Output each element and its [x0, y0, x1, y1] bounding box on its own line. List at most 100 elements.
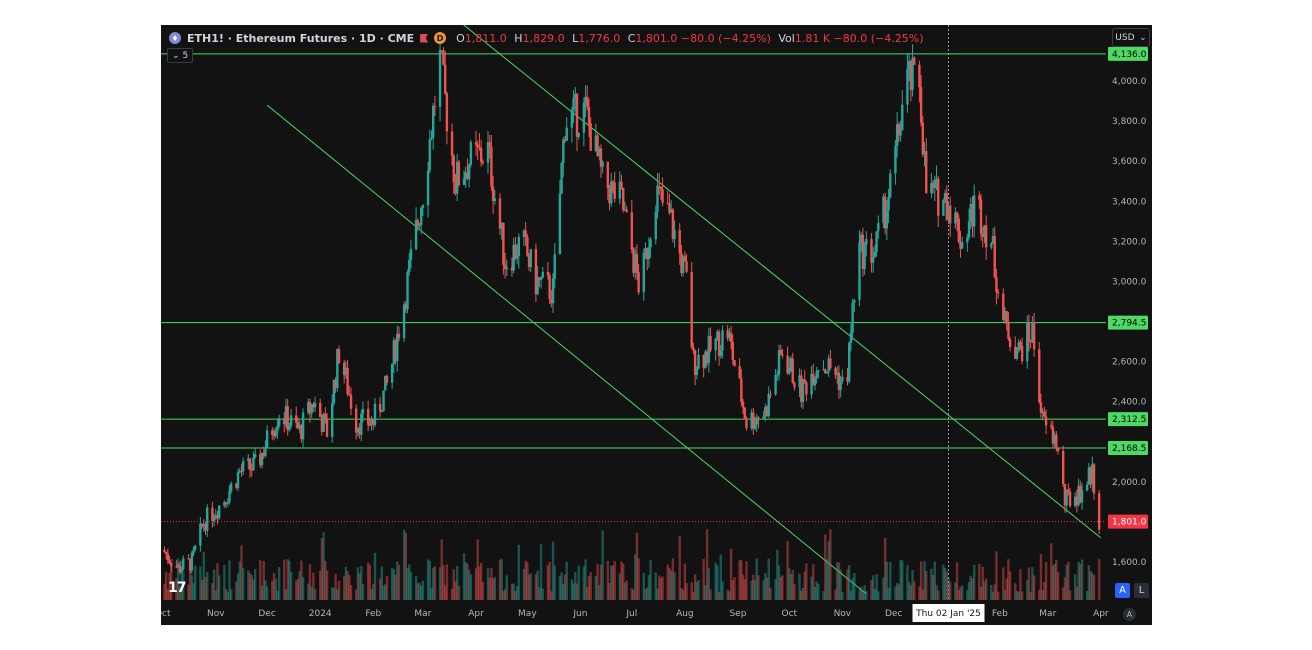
volume-bar — [190, 575, 194, 600]
volume-bar — [637, 558, 640, 600]
volume-bar — [681, 589, 685, 600]
volume-bar — [563, 574, 567, 600]
volume-bar — [740, 560, 743, 600]
volume-bar — [252, 579, 255, 600]
candle-body — [837, 372, 841, 390]
level-label-text: 4,136.0 — [1112, 50, 1147, 60]
volume-bar — [645, 587, 649, 600]
candle-body — [502, 222, 505, 265]
level-price-label: 4,136.0 — [1108, 46, 1148, 61]
candle-body — [623, 209, 627, 211]
interval-toggle[interactable]: ⌄ 5 — [167, 48, 194, 63]
candle-body — [469, 142, 473, 165]
volume-bar — [656, 588, 659, 600]
candle-body — [1014, 346, 1017, 359]
volume-bar — [630, 588, 633, 600]
candle-body — [332, 379, 336, 404]
candles — [163, 43, 1101, 575]
volume-bar — [308, 564, 312, 600]
candle-body — [1073, 496, 1077, 506]
candle-body — [681, 256, 685, 273]
candle-body — [897, 124, 901, 136]
volume-bar — [265, 586, 269, 600]
candle-body — [859, 234, 863, 243]
auto-scale-button[interactable]: A — [1115, 583, 1130, 598]
volume-bar — [709, 589, 712, 600]
volume-bar — [295, 580, 298, 600]
currency-selector[interactable]: USD ⌄ — [1112, 28, 1150, 47]
log-scale-button[interactable]: L — [1134, 583, 1149, 598]
volume-bar — [697, 580, 700, 600]
volume-bar — [474, 568, 478, 600]
candle-body — [729, 332, 733, 342]
candle-body — [204, 524, 207, 531]
volume-bar — [240, 545, 243, 600]
candle-body — [490, 146, 493, 187]
volume-bar — [957, 590, 960, 600]
candle-body — [514, 244, 517, 259]
volume-bar — [572, 583, 575, 600]
volume-bar — [229, 589, 233, 600]
candle-body — [479, 148, 483, 162]
volume-bar — [342, 576, 346, 600]
volume-bar — [817, 584, 820, 600]
volume-bar — [414, 575, 418, 600]
volume-change: −80.0 (−4.25%) — [833, 31, 924, 45]
candle-body — [493, 198, 497, 202]
last-price-bg — [1108, 514, 1148, 529]
price-chart[interactable]: 1,600.02,000.02,400.02,600.02,800.03,000… — [161, 25, 1152, 625]
candle-body — [825, 371, 829, 374]
candle-body — [721, 330, 724, 351]
candle-body — [301, 412, 305, 440]
volume-bar — [262, 561, 265, 600]
volume-bar — [440, 539, 443, 600]
candle-body — [1085, 484, 1089, 491]
volume-bar — [981, 566, 984, 600]
candle-body — [781, 354, 784, 356]
volume-bar — [187, 584, 190, 600]
volume-bar — [582, 566, 586, 600]
candle-body — [741, 401, 745, 408]
volume-bar — [1079, 563, 1082, 600]
level-label-bg — [1108, 315, 1148, 330]
candle-body — [433, 106, 437, 108]
volume-bar — [493, 576, 497, 600]
candle-body — [187, 558, 190, 560]
x-tick-label: Jul — [625, 609, 637, 619]
candle-body — [346, 367, 349, 395]
volume-bar — [418, 582, 421, 600]
candle-body — [418, 224, 421, 227]
volume-bar — [777, 565, 781, 600]
volume-bar — [310, 586, 313, 600]
volume-bar — [911, 569, 914, 600]
axis-settings-button[interactable]: A — [1123, 608, 1136, 621]
candle-body — [680, 253, 683, 273]
volume-bar — [839, 569, 842, 600]
candle-body — [325, 418, 329, 437]
flag-icon[interactable] — [420, 33, 429, 43]
volume-bar — [678, 535, 681, 600]
volume-bar — [416, 583, 419, 600]
volume-bar — [1005, 578, 1008, 600]
volume-bar — [515, 585, 519, 600]
candle-body — [1079, 485, 1082, 503]
volume-bar — [620, 561, 623, 600]
candle-body — [858, 242, 861, 301]
candle-body — [1062, 450, 1065, 485]
candle-body — [757, 417, 760, 420]
candle-body — [834, 368, 837, 375]
volume-bar — [574, 572, 577, 600]
d-badge[interactable]: D — [434, 32, 447, 44]
volume-bar — [921, 589, 925, 600]
candle-body — [295, 415, 298, 423]
volume-bar — [750, 580, 753, 600]
chart-frame[interactable]: 1,600.02,000.02,400.02,600.02,800.03,000… — [161, 25, 1152, 625]
candle-body — [175, 566, 178, 568]
candle-body — [776, 374, 779, 376]
volume-bar — [577, 565, 580, 600]
symbol-title[interactable]: ETH1! · Ethereum Futures · 1D · CME — [187, 31, 415, 45]
volume-bar — [834, 589, 837, 600]
candle-body — [166, 553, 170, 561]
volume-bar — [491, 578, 495, 600]
candle-body — [310, 404, 313, 414]
